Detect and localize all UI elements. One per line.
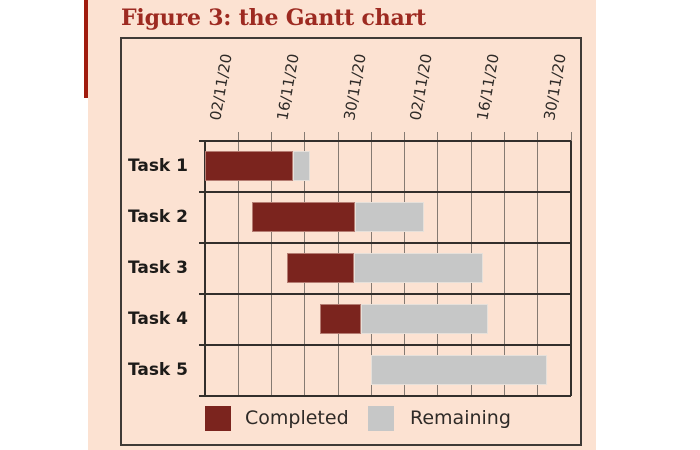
row-divider <box>198 395 572 397</box>
completed-bar-segment <box>204 151 293 181</box>
completed-bar-segment <box>252 202 355 232</box>
task-label: Task 3 <box>127 257 188 278</box>
left-accent-stripe <box>84 0 88 98</box>
x-axis-tick-label: 02/11/20 <box>206 52 237 122</box>
completed-bar-segment <box>319 304 361 334</box>
completed-legend-label: Completed <box>245 407 349 429</box>
axis-tick <box>237 132 239 141</box>
row-divider <box>198 344 572 346</box>
row-divider <box>198 140 572 142</box>
axis-tick <box>570 132 572 141</box>
task-label: Task 5 <box>127 359 188 380</box>
gridline <box>570 141 573 396</box>
axis-tick <box>537 132 539 141</box>
remaining-bar-segment <box>360 304 489 334</box>
row-divider <box>198 293 572 295</box>
x-axis-tick-label: 30/11/20 <box>539 52 570 122</box>
x-axis-tick-label: 16/11/20 <box>273 52 303 122</box>
task-label: Task 4 <box>127 308 188 329</box>
x-axis-tick-label: 16/11/20 <box>473 52 503 122</box>
axis-tick <box>337 132 339 141</box>
axis-tick <box>470 132 472 141</box>
axis-tick <box>270 132 272 141</box>
task-label: Task 1 <box>127 155 188 176</box>
x-axis-tick-label: 30/11/20 <box>339 52 370 122</box>
row-divider <box>198 242 572 244</box>
gridline <box>237 141 239 396</box>
axis-tick <box>437 132 439 141</box>
task-label: Task 2 <box>127 206 188 227</box>
axis-tick <box>370 132 372 141</box>
remaining-legend-swatch <box>368 406 394 431</box>
gridline <box>203 141 206 396</box>
remaining-bar-segment <box>292 151 310 181</box>
figure-title: Figure 3: the Gantt chart <box>121 5 426 31</box>
axis-tick <box>504 132 506 141</box>
gantt-chart-frame <box>120 37 582 446</box>
remaining-bar-segment <box>354 202 425 232</box>
x-axis-tick-label: 02/11/20 <box>406 52 437 122</box>
gridline <box>270 141 272 396</box>
completed-bar-segment <box>286 253 355 283</box>
row-divider <box>198 191 572 193</box>
axis-tick <box>304 132 306 141</box>
remaining-bar-segment <box>370 355 547 385</box>
gridline <box>504 141 506 396</box>
remaining-legend-label: Remaining <box>410 407 511 429</box>
gridline <box>537 141 539 396</box>
axis-tick <box>404 132 406 141</box>
remaining-bar-segment <box>354 253 484 283</box>
completed-legend-swatch <box>205 406 231 431</box>
